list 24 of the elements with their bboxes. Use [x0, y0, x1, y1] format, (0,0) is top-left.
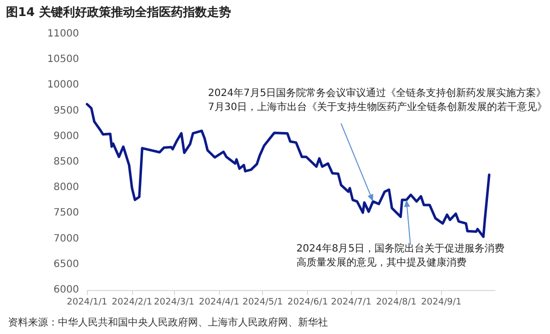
x-tick-label: 2024/9/1 [421, 298, 462, 308]
y-tick-label: 8500 [54, 156, 79, 168]
x-tick-label: 2024/3/1 [154, 298, 194, 308]
y-tick-label: 6000 [54, 284, 79, 296]
y-tick-label: 10000 [47, 80, 79, 91]
x-tick-label: 2024/4/1 [198, 298, 240, 308]
annotation: 2024年8月5日，国务院出台关于促进服务消费高质量发展的意见，其中提及健康消费 [296, 242, 505, 268]
text: 资料来源：中华人民共和国中央人民政府网、上海市人民政府网、新华社 [8, 316, 328, 328]
annotation: 2024年7月5日国务院常务会议审议通过《全链条支持创新药发展实施方案》 7月30日，上海市出台《关于支持生物医药产业全链条创新发展的若干意见》 [208, 86, 548, 113]
y-tick-label: 11000 [47, 28, 79, 40]
x-tick-label: 2024/5/1 [242, 298, 283, 308]
x-tick-label: 2024/8/1 [376, 298, 416, 308]
x-tick-label: 2024/1/1 [66, 298, 108, 308]
y-tick-label: 9500 [54, 105, 79, 116]
x-tick-label: 2024/7/1 [331, 298, 372, 308]
y-tick-label: 7000 [54, 233, 79, 244]
x-tick-label: 2024/6/1 [287, 298, 328, 308]
y-tick-label: 8000 [54, 182, 79, 194]
y-tick-label: 9000 [54, 130, 79, 142]
x-tick-label: 2024/2/1 [112, 298, 152, 308]
chart-title: 图14 关键利好政策推动全指医药指数走势 [6, 5, 231, 19]
y-tick-label: 7500 [54, 208, 79, 219]
y-tick-label: 6500 [54, 258, 79, 270]
y-tick-label: 10500 [47, 54, 79, 66]
